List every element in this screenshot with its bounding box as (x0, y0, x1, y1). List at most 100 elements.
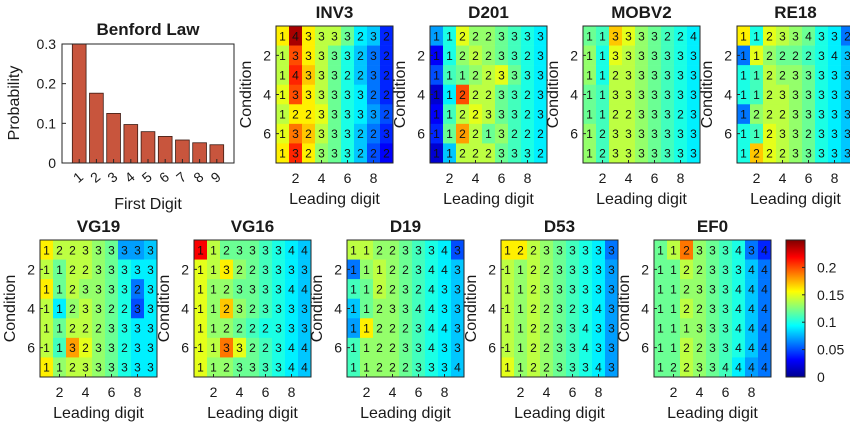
heatmap-ytick-label: 2 (488, 261, 496, 277)
heatmap-cell-label: 2 (766, 49, 773, 63)
heatmap-cell (802, 45, 816, 66)
heatmap-cell-label: 3 (318, 147, 325, 161)
heatmap-cell-label: 3 (543, 243, 550, 257)
heatmap-cell-label: 2 (357, 127, 364, 141)
heatmap-cell (667, 357, 681, 378)
heatmap-cell-label: 3 (441, 361, 448, 375)
heatmap-cell-label: 2 (530, 282, 537, 296)
heatmap-cell-label: 4 (415, 302, 422, 316)
heatmap-cell-label: 1 (56, 341, 63, 355)
heatmap-cell (680, 279, 694, 300)
heatmap-cell (609, 84, 623, 105)
heatmap-cell (680, 259, 694, 280)
heatmap-cell-label: 3 (318, 127, 325, 141)
heatmap-cell (687, 143, 701, 164)
heatmap-title: MOBV2 (611, 3, 671, 22)
heatmap-cell (194, 357, 208, 378)
heatmap-cell-label: 1 (586, 68, 593, 82)
heatmap-cell (789, 84, 803, 105)
heatmap-cell (259, 318, 273, 339)
heatmap-cell (386, 298, 400, 319)
heatmap-cell (315, 84, 329, 105)
heatmap-cell (380, 45, 394, 66)
heatmap-cell-label: 4 (441, 322, 448, 336)
heatmap-cell (246, 357, 260, 378)
heatmap-cell-label: 1 (446, 108, 453, 122)
heatmap-xtick-label: 8 (831, 170, 839, 186)
heatmap-cell-label: 3 (498, 68, 505, 82)
heatmap-cell (412, 337, 426, 358)
heatmap-cell (745, 240, 759, 260)
heatmap-cell (302, 104, 316, 125)
heatmap-cell (661, 45, 675, 66)
heatmap-cell-label: 2 (69, 263, 76, 277)
heatmap-ylabel: Condition (156, 275, 173, 343)
heatmap-cell-label: 2 (357, 49, 364, 63)
heatmap-cell-label: 3 (612, 29, 619, 43)
heatmap-cell (687, 65, 701, 86)
heatmap-cell-label: 2 (389, 263, 396, 277)
heatmap-cell-label: 3 (249, 282, 256, 296)
heatmap-cell-label: 1 (657, 361, 664, 375)
heatmap-cell (259, 337, 273, 358)
heatmap-cell (501, 279, 515, 300)
heatmap-cell (737, 123, 751, 144)
heatmap-cell-label: 2 (485, 49, 492, 63)
heatmap-cell (443, 65, 457, 86)
heatmap-title: RE18 (774, 3, 817, 22)
heatmap-cell-label: 1 (740, 68, 747, 82)
heatmap-cell-label: 2 (511, 127, 518, 141)
heatmap-cell (719, 318, 733, 339)
heatmap-cell-label: 2 (459, 29, 466, 43)
heatmap-cell-label: 3 (428, 243, 435, 257)
heatmap-cell-label: 3 (831, 108, 838, 122)
heatmap-ylabel: Condition (463, 275, 480, 343)
heatmap-cell (501, 318, 515, 339)
heatmap-ytick-label: 4 (263, 87, 271, 103)
heatmap-cell (654, 318, 668, 339)
heatmap-cell (815, 65, 829, 86)
heatmap-cell-label: 3 (664, 108, 671, 122)
heatmap-cell-label: 3 (370, 49, 377, 63)
heatmap-xtick-label: 2 (753, 170, 761, 186)
heatmap-ytick-label: 2 (570, 47, 578, 63)
heatmap-cell-label: 1 (197, 341, 204, 355)
heatmap-cell-label: 4 (288, 243, 295, 257)
heatmap-cell (540, 337, 554, 358)
heatmap-cell (693, 279, 707, 300)
heatmap-cell (298, 240, 312, 260)
heatmap-cell (648, 123, 662, 144)
heatmap-cell (425, 259, 439, 280)
heatmap-cell (373, 240, 387, 260)
heatmap-cell-label: 2 (485, 147, 492, 161)
heatmap-cell-label: 3 (818, 108, 825, 122)
heatmap-cell (373, 357, 387, 378)
heatmap-cell-label: 3 (677, 147, 684, 161)
heatmap-ylabel: Condition (545, 61, 562, 129)
benford-axes-frame (61, 43, 235, 164)
heatmap-cell-label: 2 (753, 108, 760, 122)
heatmap-cell (285, 337, 299, 358)
heatmap-xtick-label: 4 (543, 384, 551, 400)
heatmap-cell-label: 3 (556, 322, 563, 336)
heatmap-cell-label: 3 (454, 302, 461, 316)
heatmap-cell (412, 259, 426, 280)
heatmap-cell (367, 143, 381, 164)
heatmap-cell (482, 143, 496, 164)
heatmap-cell (412, 240, 426, 260)
heatmap-cell (674, 65, 688, 86)
heatmap-cell (579, 357, 593, 378)
heatmap-cell-label: 4 (722, 361, 729, 375)
heatmap-cell-label: 2 (236, 263, 243, 277)
heatmap-cell (758, 337, 772, 358)
heatmap-cell (719, 240, 733, 260)
heatmap-cell-label: 3 (677, 88, 684, 102)
heatmap-cell (469, 65, 483, 86)
heatmap-cell-label: 3 (556, 263, 563, 277)
heatmap-cell (438, 337, 452, 358)
heatmap-cell-label: 3 (537, 108, 544, 122)
heatmap-cell-label: 2 (223, 302, 230, 316)
heatmap-cell-label: 3 (415, 263, 422, 277)
heatmap-cell-label: 4 (735, 243, 742, 257)
